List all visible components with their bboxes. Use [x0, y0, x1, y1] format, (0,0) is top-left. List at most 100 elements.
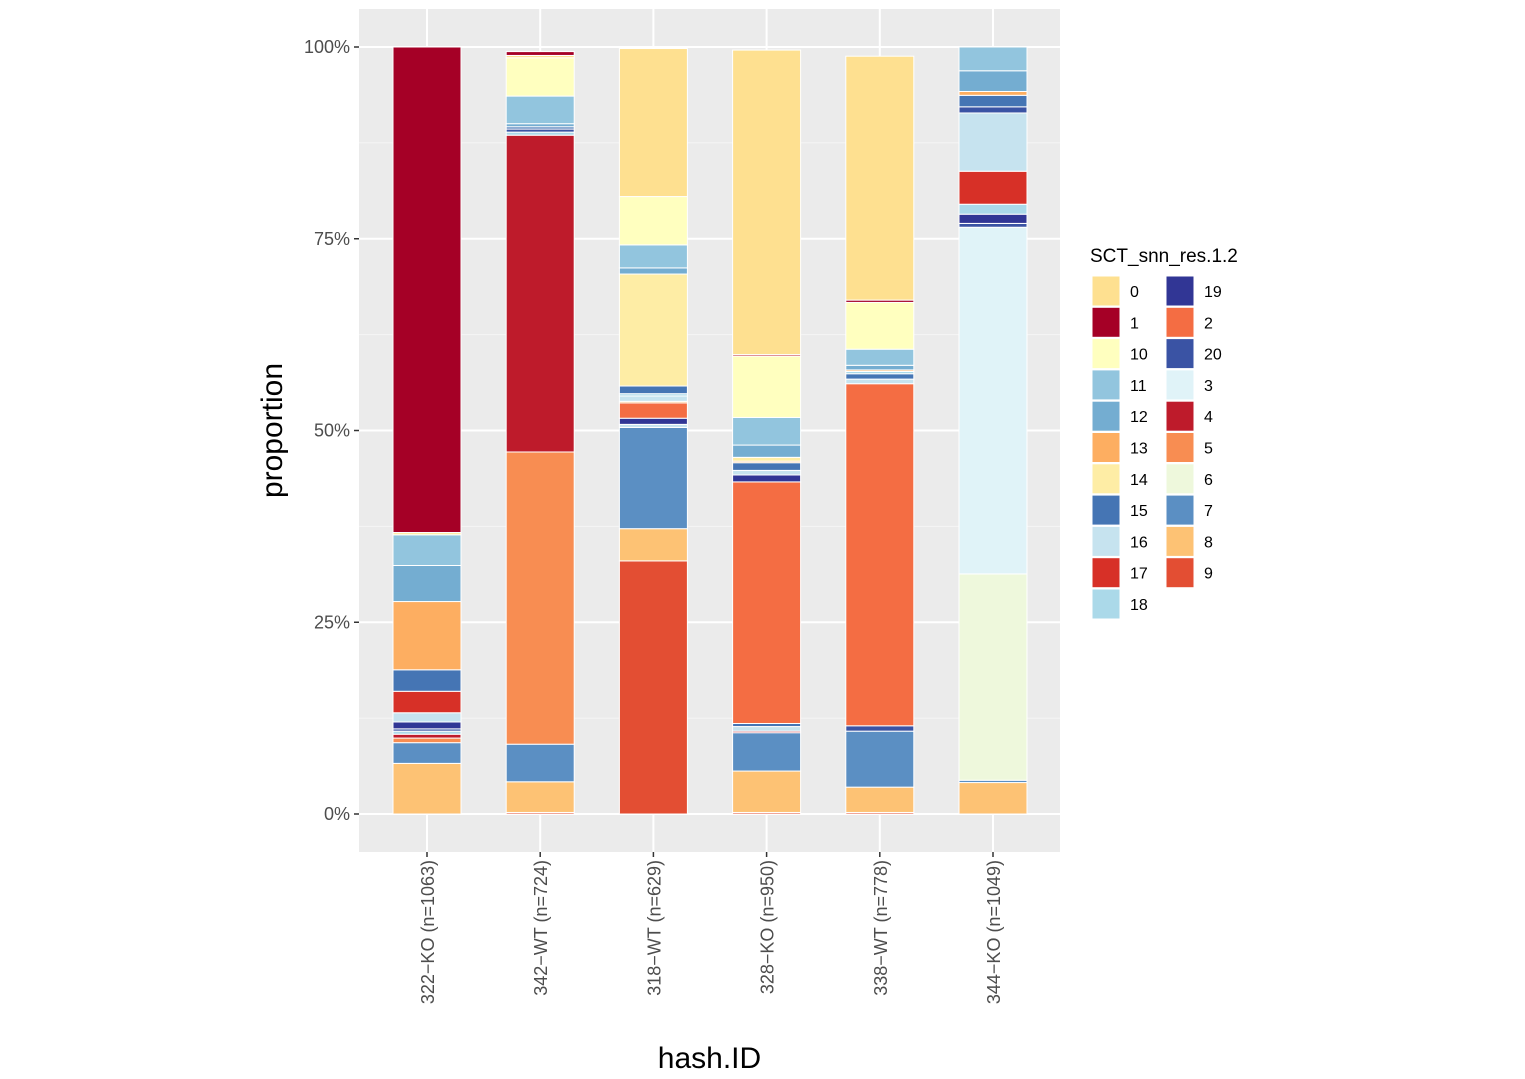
bar-segment-cluster-11: [845, 348, 915, 366]
bar-segment-cluster-11: [732, 416, 802, 446]
bar-segment-cluster-0: [618, 48, 688, 198]
legend-label: 15: [1130, 503, 1148, 520]
legend-item-5: 5: [1165, 432, 1213, 463]
bar-segment-cluster-13: [392, 601, 462, 671]
bar-segment-cluster-7: [732, 732, 802, 772]
legend-label: 9: [1204, 566, 1213, 583]
bar-segment-cluster-14: [732, 456, 802, 462]
bar-segment-cluster-10: [618, 196, 688, 246]
bar-segment-cluster-2: [845, 383, 915, 727]
legend-item-16: 16: [1091, 525, 1148, 557]
legend-label: 4: [1204, 409, 1213, 426]
legend-label: 6: [1204, 472, 1213, 489]
legend-label: 17: [1130, 566, 1148, 583]
legend-label: 16: [1130, 534, 1148, 551]
bar-segment-cluster-8: [505, 781, 575, 813]
bar-segment-cluster-20: [845, 725, 915, 732]
bar-segment-cluster-15: [958, 94, 1028, 108]
bar-segment-cluster-15: [732, 462, 802, 471]
bar-segment-cluster-5: [505, 451, 575, 745]
legend-label: 2: [1204, 315, 1213, 332]
x-tick-label: 344−KO (n=1049): [984, 860, 1004, 1004]
bar-segment-cluster-11: [505, 95, 575, 125]
legend-key: [1165, 338, 1195, 370]
legend-key: [1165, 275, 1195, 307]
legend-item-12: 12: [1091, 400, 1148, 432]
x-axis-title: hash.ID: [658, 1042, 761, 1075]
bar-segment-cluster-12: [732, 444, 802, 458]
bar-segment-cluster-12: [392, 564, 462, 603]
bar-segment-cluster-12: [958, 70, 1028, 92]
bar-segment-cluster-5: [392, 737, 462, 744]
bar-segment-cluster-19: [618, 417, 688, 425]
legend-label: 20: [1204, 347, 1222, 364]
bar-stack: [618, 48, 688, 815]
bar-segment-cluster-2: [732, 481, 802, 724]
bar-segment-cluster-8: [845, 786, 915, 813]
legend-key: [1091, 557, 1121, 589]
legend-label: 7: [1204, 503, 1213, 520]
legend-label: 11: [1130, 378, 1147, 395]
bar-segment-cluster-8: [732, 770, 802, 813]
legend-item-8: 8: [1165, 525, 1213, 557]
legend-key: [1165, 400, 1195, 432]
bar-segment-cluster-6: [958, 573, 1028, 781]
bar-segment-cluster-7: [505, 743, 575, 783]
legend-item-19: 19: [1165, 275, 1222, 307]
bars-layer: [392, 46, 1028, 815]
bar-segment-cluster-15: [392, 669, 462, 692]
bar-stack: [732, 49, 802, 815]
legend-label: 18: [1130, 597, 1148, 614]
bar-segment-cluster-0: [845, 55, 915, 301]
bar-stack: [392, 46, 462, 815]
y-tick-label: 0%: [324, 804, 350, 824]
legend-label: 19: [1204, 284, 1222, 301]
x-tick-label: 322−KO (n=1063): [418, 860, 438, 1004]
bar-segment-cluster-19: [392, 721, 462, 730]
legend-label: 13: [1130, 441, 1148, 458]
bar-segment-cluster-20: [958, 222, 1028, 228]
legend-item-7: 7: [1165, 494, 1213, 526]
bar-segment-cluster-10: [732, 355, 802, 418]
legend-item-13: 13: [1091, 432, 1148, 463]
legend-label: 3: [1204, 378, 1213, 395]
legend-key: [1091, 494, 1121, 526]
legend-key: [1091, 525, 1121, 557]
legend-key: [1091, 369, 1121, 401]
bar-segment-cluster-10: [845, 301, 915, 350]
legend-key: [1165, 369, 1195, 401]
legend-key: [1091, 338, 1121, 370]
x-tick-label: 342−WT (n=724): [531, 860, 551, 996]
bar-stack: [845, 55, 915, 815]
bar-segment-cluster-14: [618, 273, 688, 387]
bar-segment-cluster-11: [392, 534, 462, 566]
legend-key: [1165, 463, 1195, 495]
legend-label: 0: [1130, 284, 1139, 301]
bar-segment-cluster-16: [732, 726, 802, 732]
bar-segment-cluster-0: [732, 49, 802, 356]
bar-segment-cluster-19: [958, 213, 1028, 224]
legend-item-0: 0: [1091, 275, 1139, 307]
legend-item-10: 10: [1091, 338, 1148, 370]
bar-segment-cluster-17: [392, 690, 462, 714]
legend-item-18: 18: [1091, 588, 1148, 620]
bar-segment-cluster-9: [618, 560, 688, 815]
legend-label: 8: [1204, 534, 1213, 551]
legend-label: 1: [1130, 315, 1139, 332]
bar-segment-cluster-16: [958, 112, 1028, 172]
y-tick-label: 25%: [314, 612, 350, 632]
legend-key: [1165, 306, 1195, 338]
bar-segment-cluster-16: [618, 395, 688, 402]
bar-segment-cluster-4: [505, 134, 575, 453]
legend-item-3: 3: [1165, 369, 1213, 401]
legend-item-17: 17: [1091, 557, 1148, 589]
legend-key: [1091, 306, 1121, 338]
bar-stack: [958, 46, 1028, 815]
legend-key: [1091, 463, 1121, 495]
y-axis-title: proportion: [256, 363, 289, 498]
legend-label: 5: [1204, 441, 1213, 458]
legend-label: 14: [1130, 472, 1148, 489]
bar-segment-cluster-19: [732, 474, 802, 483]
plot-panel: [359, 9, 1060, 852]
